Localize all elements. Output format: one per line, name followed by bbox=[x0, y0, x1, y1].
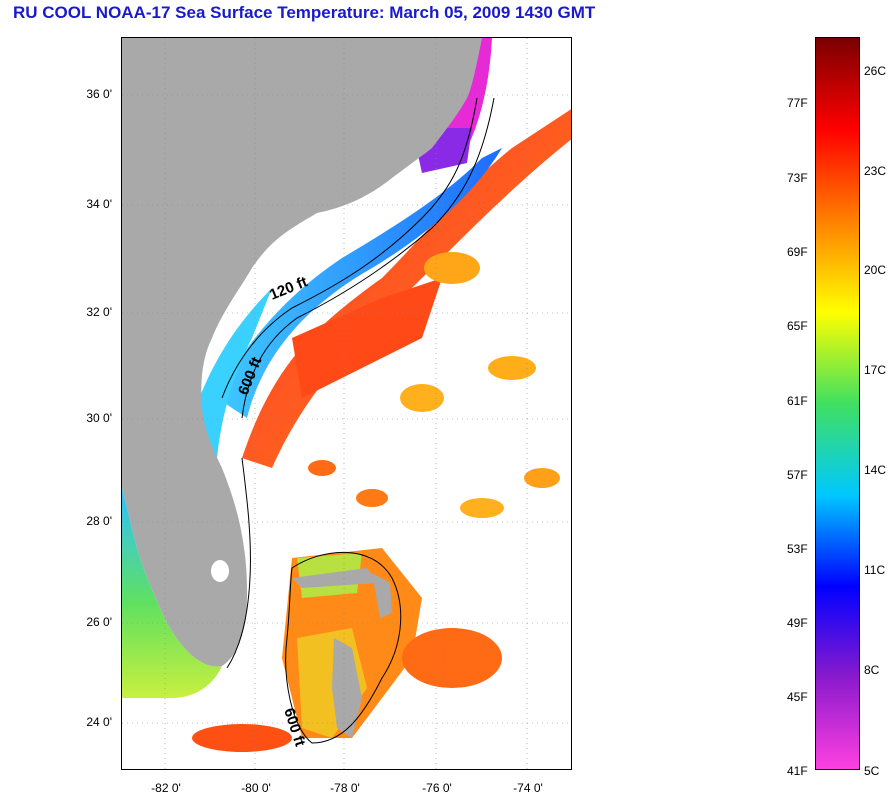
warm-patch bbox=[402, 628, 502, 688]
sst-map-canvas: 120 ft 600 ft 600 ft bbox=[122, 38, 571, 769]
contour-bahamas bbox=[285, 551, 402, 744]
contour-600ft bbox=[241, 97, 495, 419]
warm-patch bbox=[400, 384, 444, 412]
colorbar-c-label: 5C bbox=[864, 764, 880, 778]
colorbar-c-label: 26C bbox=[864, 64, 887, 78]
colorbar-c-label: 11C bbox=[864, 563, 886, 577]
shelf-cold-water bbox=[217, 148, 502, 418]
lake-okeechobee bbox=[211, 560, 229, 582]
colorbar-c-label: 23C bbox=[864, 164, 887, 178]
lat-label: 28 0' bbox=[86, 514, 112, 528]
lat-label: 32 0' bbox=[86, 305, 112, 319]
colorbar-f-label: 49F bbox=[787, 616, 808, 630]
lat-label: 36 0' bbox=[86, 87, 112, 101]
contour-120ft bbox=[221, 97, 478, 399]
warm-patch bbox=[308, 460, 336, 476]
contour-florida-coast bbox=[226, 457, 251, 669]
us-landmass bbox=[122, 38, 482, 667]
lat-label: 34 0' bbox=[86, 197, 112, 211]
colorbar-f-label: 61F bbox=[787, 394, 808, 408]
page-title: RU COOL NOAA-17 Sea Surface Temperature:… bbox=[13, 3, 596, 22]
lat-label: 26 0' bbox=[86, 615, 112, 629]
colorbar-f-label: 65F bbox=[787, 319, 808, 333]
lon-label: -74 0' bbox=[513, 781, 543, 795]
lat-label: 30 0' bbox=[86, 411, 112, 425]
warm-patch bbox=[460, 498, 504, 518]
coastal-cold-band bbox=[192, 288, 272, 458]
colorbar-c-label: 20C bbox=[864, 263, 887, 277]
graticule bbox=[122, 38, 571, 769]
colorbar-f-label: 45F bbox=[787, 690, 808, 704]
colorbar-f-label: 73F bbox=[787, 171, 808, 185]
gulf-coast-water bbox=[122, 488, 222, 698]
colorbar-f-label: 69F bbox=[787, 245, 808, 259]
warm-water-patch bbox=[292, 278, 442, 398]
colorbar-c-label: 17C bbox=[864, 363, 887, 377]
lon-label: -82 0' bbox=[151, 781, 181, 795]
colorbar-f-label: 53F bbox=[787, 542, 808, 556]
grand-bahama-island bbox=[292, 568, 377, 588]
colorbar-f-label: 57F bbox=[787, 468, 808, 482]
andros-island bbox=[332, 638, 362, 738]
warm-patch bbox=[192, 724, 292, 752]
temperature-colorbar bbox=[815, 37, 860, 770]
sst-map: 120 ft 600 ft 600 ft bbox=[121, 37, 572, 770]
warm-patch bbox=[524, 468, 560, 488]
warm-patch bbox=[356, 489, 388, 507]
colorbar-c-label: 14C bbox=[864, 463, 887, 477]
warm-patch bbox=[424, 252, 480, 284]
lon-label: -78 0' bbox=[330, 781, 360, 795]
colorbar-f-label: 41F bbox=[787, 764, 808, 778]
warm-patch bbox=[488, 356, 536, 380]
lon-label: -80 0' bbox=[241, 781, 271, 795]
lat-label: 24 0' bbox=[86, 715, 112, 729]
abaco-island bbox=[372, 573, 392, 618]
colorbar-c-label: 8C bbox=[864, 663, 880, 677]
lon-label: -76 0' bbox=[422, 781, 452, 795]
colorbar-f-label: 77F bbox=[787, 96, 808, 110]
